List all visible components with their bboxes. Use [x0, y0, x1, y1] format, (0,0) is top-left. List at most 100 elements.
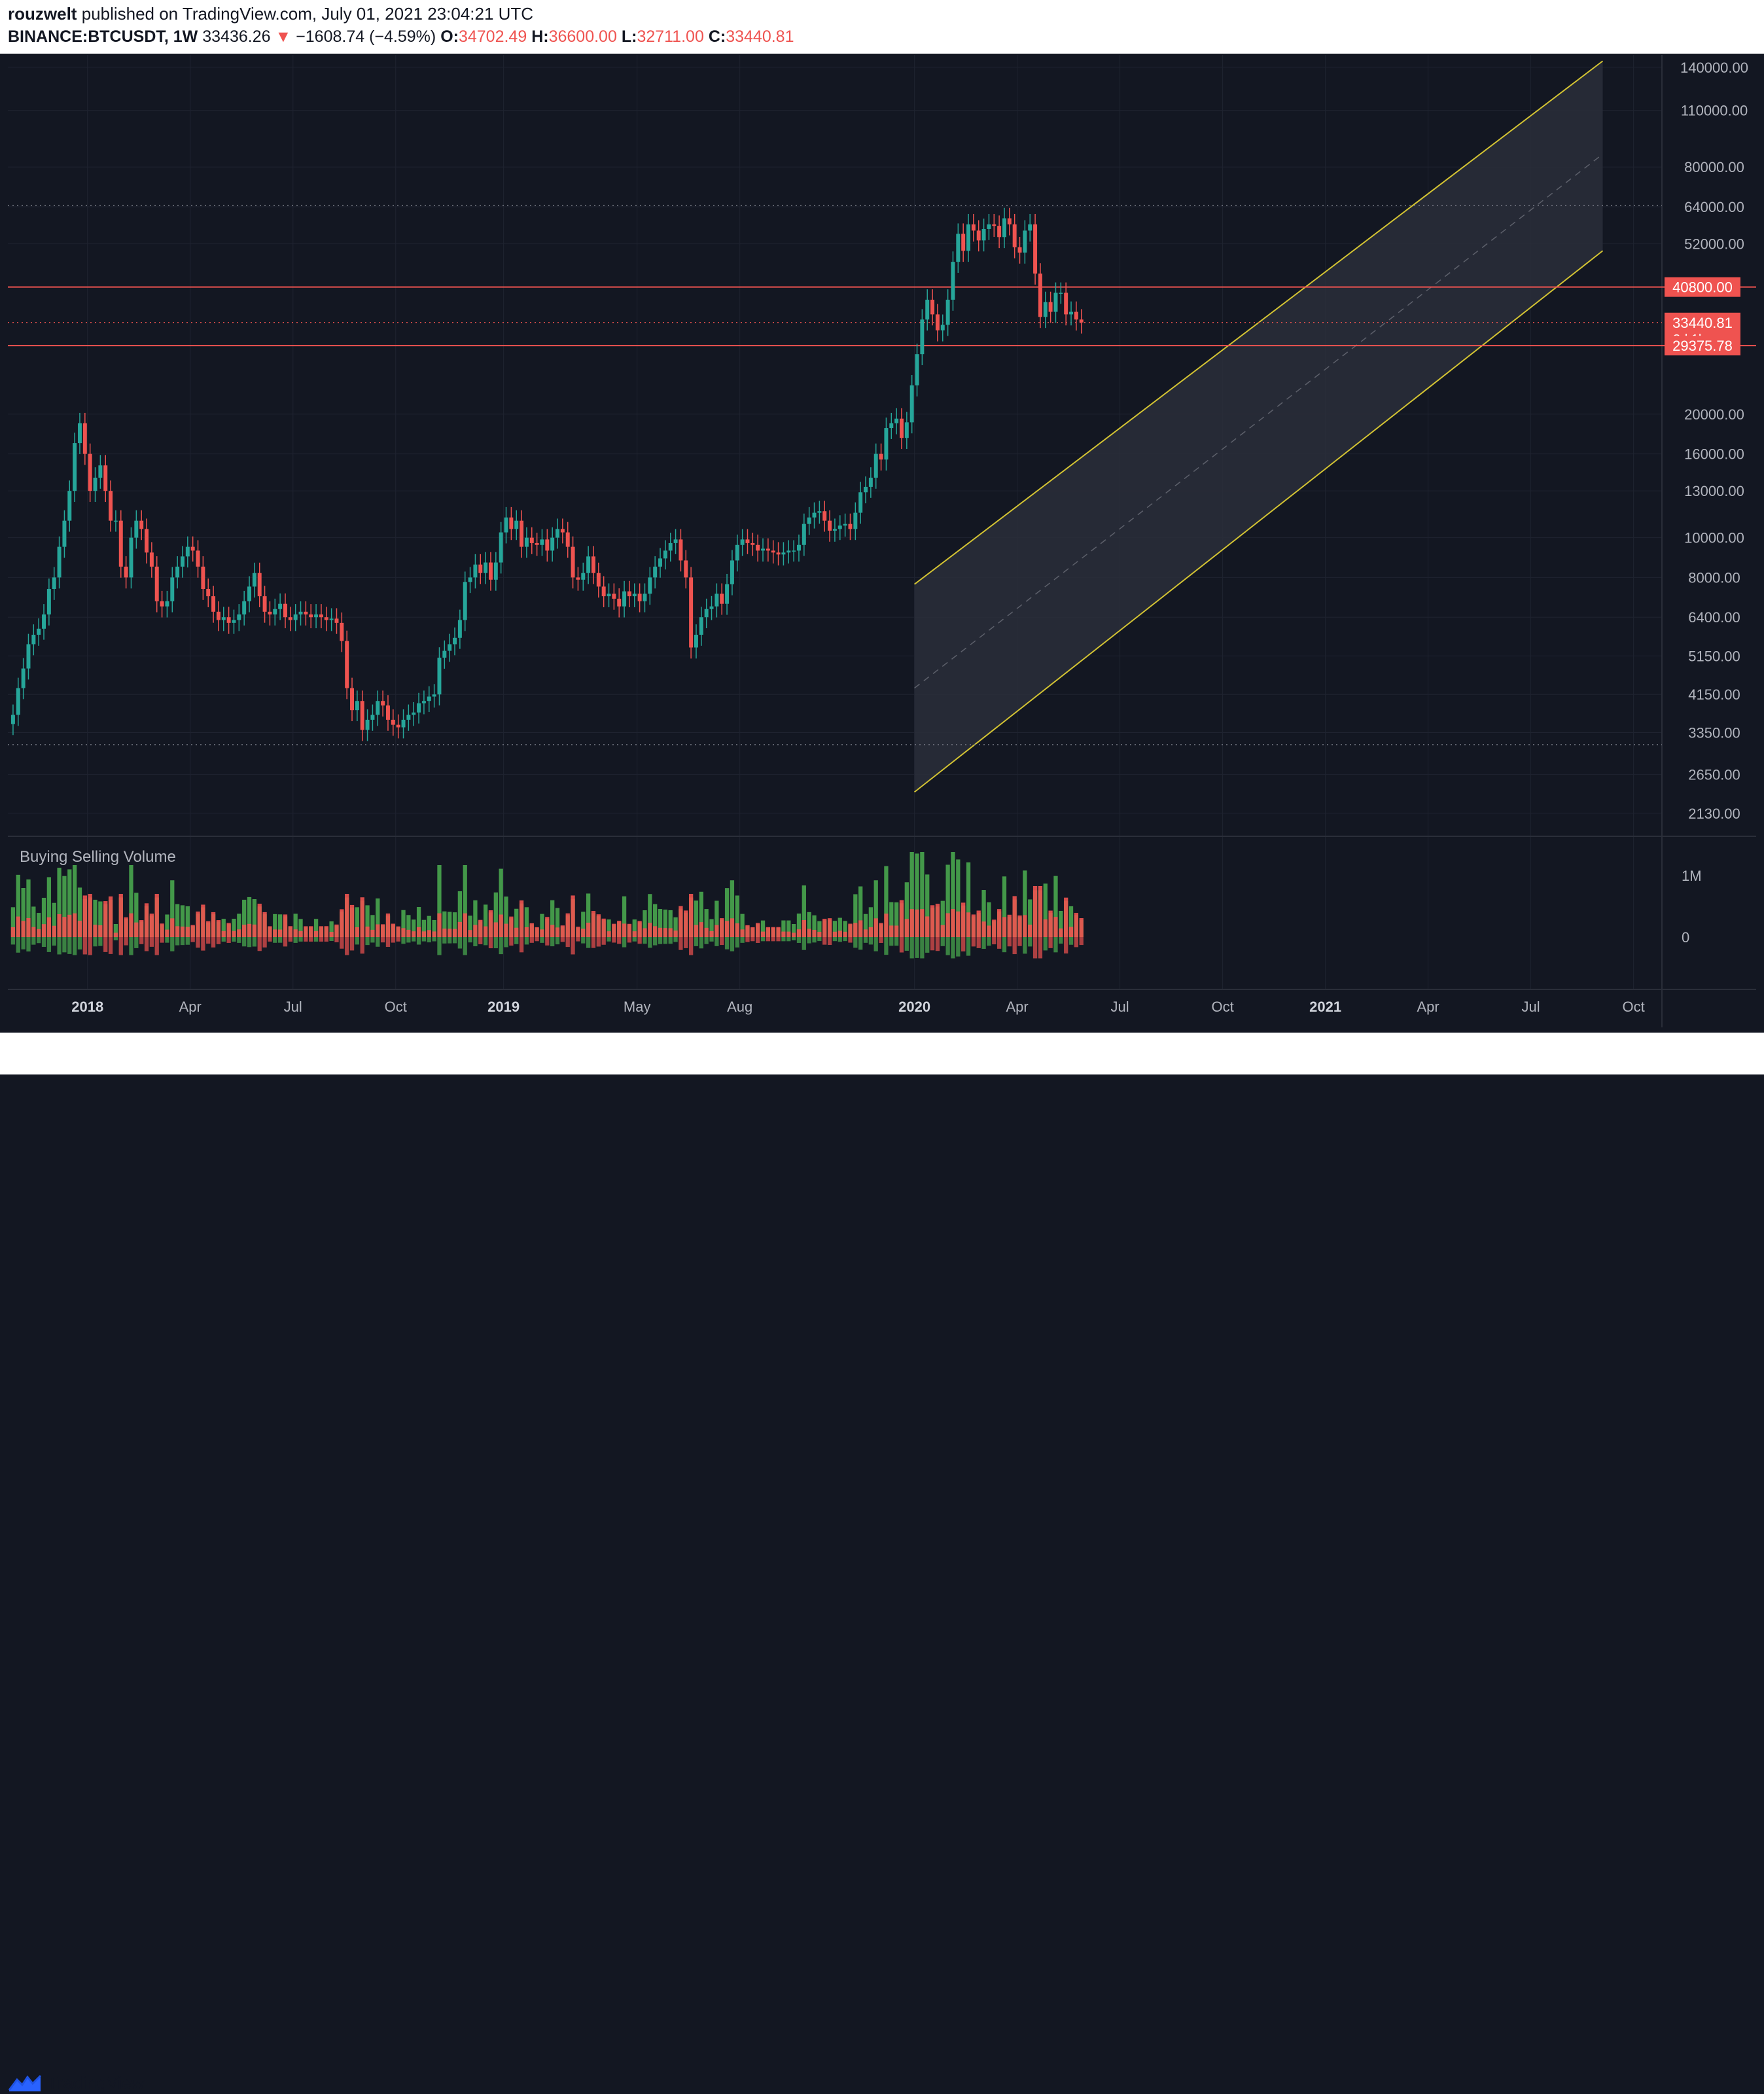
candle-body[interactable]	[1028, 224, 1032, 231]
candle-body[interactable]	[601, 586, 606, 597]
candle-body[interactable]	[21, 668, 26, 688]
candle-body[interactable]	[828, 520, 832, 531]
candle-body[interactable]	[345, 641, 349, 688]
candle-body[interactable]	[73, 443, 77, 491]
candle-body[interactable]	[473, 564, 478, 578]
candle-body[interactable]	[1033, 224, 1038, 274]
candle-body[interactable]	[1038, 274, 1042, 317]
candle-body[interactable]	[247, 586, 252, 601]
candle-body[interactable]	[643, 594, 647, 601]
candle-body[interactable]	[103, 465, 108, 491]
candle-body[interactable]	[149, 552, 154, 567]
candle-body[interactable]	[216, 611, 220, 620]
candle-body[interactable]	[879, 453, 883, 460]
candle-body[interactable]	[591, 556, 595, 573]
candle-body[interactable]	[899, 418, 904, 438]
candle-body[interactable]	[679, 539, 683, 561]
candle-body[interactable]	[894, 418, 899, 423]
candle-body[interactable]	[858, 492, 863, 513]
candle-body[interactable]	[1079, 319, 1084, 323]
candle-body[interactable]	[848, 524, 853, 529]
candle-body[interactable]	[632, 594, 637, 597]
candle-body[interactable]	[904, 422, 909, 438]
candle-body[interactable]	[740, 539, 745, 545]
candle-body[interactable]	[329, 618, 334, 620]
candle-body[interactable]	[88, 453, 92, 491]
candle-body[interactable]	[262, 596, 267, 612]
candle-body[interactable]	[756, 544, 760, 551]
candle-body[interactable]	[268, 611, 272, 614]
candle-body[interactable]	[781, 552, 786, 555]
candle-body[interactable]	[956, 234, 961, 262]
candle-body[interactable]	[314, 614, 319, 618]
candle-body[interactable]	[154, 566, 159, 601]
candle-body[interactable]	[273, 609, 277, 614]
candle-body[interactable]	[1043, 302, 1048, 317]
candle-body[interactable]	[278, 603, 283, 609]
candle-body[interactable]	[427, 696, 431, 701]
candle-body[interactable]	[283, 603, 287, 618]
candle-body[interactable]	[987, 224, 991, 229]
candle-body[interactable]	[190, 546, 195, 551]
candle-body[interactable]	[807, 517, 811, 524]
candle-body[interactable]	[545, 539, 550, 551]
candle-body[interactable]	[1012, 224, 1017, 247]
candle-body[interactable]	[170, 577, 175, 601]
candle-body[interactable]	[581, 573, 586, 580]
candle-body[interactable]	[976, 230, 981, 241]
candle-body[interactable]	[704, 609, 709, 618]
candle-body[interactable]	[385, 705, 390, 720]
candle-body[interactable]	[550, 537, 555, 551]
candle-body[interactable]	[421, 701, 426, 703]
candle-body[interactable]	[658, 558, 663, 567]
candle-body[interactable]	[26, 644, 31, 669]
candle-body[interactable]	[175, 566, 180, 578]
tradingview-brand[interactable]: TradingView	[8, 2072, 145, 2094]
candle-body[interactable]	[709, 606, 714, 609]
candle-body[interactable]	[822, 511, 827, 521]
candle-body[interactable]	[648, 577, 652, 594]
candle-body[interactable]	[401, 719, 406, 728]
candle-body[interactable]	[129, 537, 133, 578]
candle-body[interactable]	[52, 577, 56, 589]
candle-body[interactable]	[864, 486, 868, 493]
candle-body[interactable]	[745, 539, 750, 543]
candle-body[interactable]	[694, 635, 698, 648]
candle-body[interactable]	[586, 556, 591, 573]
candle-body[interactable]	[478, 564, 483, 573]
candle-body[interactable]	[832, 529, 837, 531]
candle-body[interactable]	[868, 477, 873, 487]
candle-body[interactable]	[730, 560, 734, 584]
candle-body[interactable]	[596, 573, 601, 587]
candle-body[interactable]	[319, 614, 323, 618]
candle-body[interactable]	[771, 550, 775, 553]
candle-body[interactable]	[334, 618, 339, 623]
candle-body[interactable]	[42, 614, 46, 629]
price-chart-svg[interactable]: 140000.00 110000.00 80000.00 64000.00 52000.…	[8, 55, 1756, 1027]
candle-body[interactable]	[997, 226, 1002, 238]
candle-body[interactable]	[242, 601, 247, 614]
candle-body[interactable]	[802, 524, 806, 545]
candle-body[interactable]	[463, 582, 467, 620]
candle-body[interactable]	[324, 617, 328, 620]
candle-body[interactable]	[761, 548, 766, 551]
author-name[interactable]: rouzwelt	[8, 4, 77, 24]
candle-body[interactable]	[966, 224, 971, 251]
candle-body[interactable]	[915, 354, 919, 385]
candle-body[interactable]	[668, 542, 673, 551]
candle-body[interactable]	[1023, 230, 1027, 253]
candle-body[interactable]	[909, 385, 914, 423]
candle-body[interactable]	[93, 477, 97, 491]
candle-body[interactable]	[237, 614, 241, 620]
candle-body[interactable]	[82, 423, 87, 454]
candle-body[interactable]	[412, 712, 416, 715]
candle-body[interactable]	[437, 658, 442, 695]
channel-lower-line[interactable]	[913, 250, 1604, 793]
candle-body[interactable]	[211, 596, 216, 612]
candle-body[interactable]	[1017, 247, 1022, 253]
candle-body[interactable]	[699, 617, 703, 635]
candle-body[interactable]	[457, 620, 462, 638]
candle-body[interactable]	[160, 601, 164, 607]
candle-body[interactable]	[853, 512, 858, 529]
candle-body[interactable]	[201, 566, 205, 589]
